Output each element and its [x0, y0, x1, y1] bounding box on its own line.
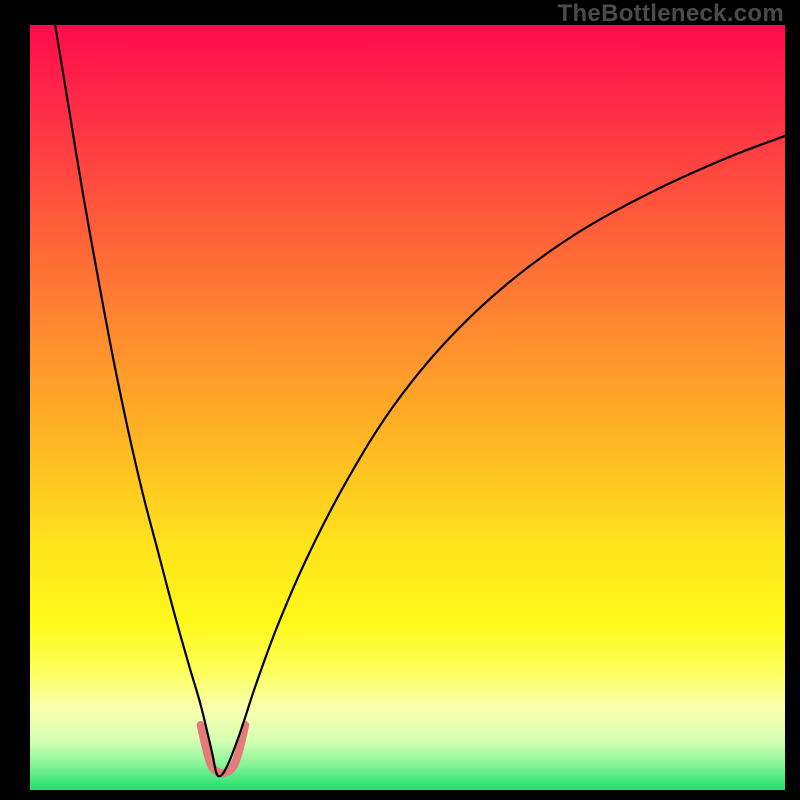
watermark-text: TheBottleneck.com: [558, 0, 784, 28]
chart-container: TheBottleneck.com: [0, 0, 800, 800]
plot-area: [30, 25, 785, 790]
bottleneck-curve: [53, 25, 785, 776]
curve-layer: [30, 25, 785, 790]
